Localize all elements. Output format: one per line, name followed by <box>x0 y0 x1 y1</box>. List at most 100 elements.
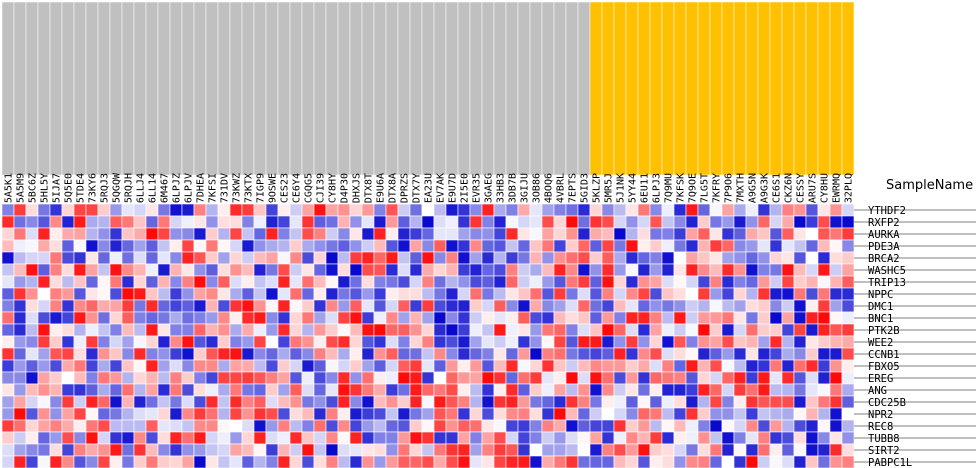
heatmap-cell <box>109 203 123 217</box>
heatmap-cell <box>109 275 123 289</box>
row-label: ANG <box>868 385 887 397</box>
heatmap-cell <box>769 239 783 253</box>
heatmap-cell <box>829 239 843 253</box>
heatmap-cell <box>253 215 267 229</box>
heatmap-cell <box>757 323 771 337</box>
heatmap-cell <box>265 299 279 313</box>
heatmap-cell <box>553 239 567 253</box>
heatmap-cell <box>229 227 243 241</box>
heatmap-cell <box>421 347 435 361</box>
heatmap-cell <box>169 347 183 361</box>
heatmap-cell <box>337 287 351 301</box>
heatmap-cell <box>469 407 483 421</box>
heatmap-cell <box>289 299 303 313</box>
heatmap-cell <box>697 419 711 433</box>
heatmap-cell <box>373 263 387 277</box>
heatmap-cell <box>841 239 855 253</box>
heatmap-cell <box>1 323 15 337</box>
heatmap-cell <box>1 299 15 313</box>
heatmap-cell <box>169 335 183 349</box>
heatmap-cell <box>613 299 627 313</box>
heatmap-cell <box>157 275 171 289</box>
heatmap-cell <box>229 263 243 277</box>
heatmap-cell <box>757 383 771 397</box>
heatmap-cell <box>289 311 303 325</box>
heatmap-cell <box>169 455 183 468</box>
heatmap-cell <box>349 335 363 349</box>
heatmap-cell <box>229 335 243 349</box>
heatmap-cell <box>721 239 735 253</box>
heatmap-cell <box>73 251 87 265</box>
heatmap-cell <box>361 371 375 385</box>
column-header-control <box>25 1 39 176</box>
heatmap-cell <box>565 347 579 361</box>
heatmap-cell <box>805 203 819 217</box>
heatmap-cell <box>829 419 843 433</box>
heatmap-cell <box>301 443 315 457</box>
heatmap-cell <box>481 407 495 421</box>
heatmap-cell <box>469 287 483 301</box>
heatmap-cell <box>37 407 51 421</box>
heatmap-cell <box>13 455 27 468</box>
heatmap-cell <box>25 299 39 313</box>
heatmap-cell <box>385 311 399 325</box>
heatmap-cell <box>61 431 75 445</box>
heatmap-cell <box>49 443 63 457</box>
heatmap-cell <box>205 227 219 241</box>
heatmap-cell <box>541 407 555 421</box>
heatmap-cell <box>121 383 135 397</box>
heatmap-cell <box>625 275 639 289</box>
heatmap-cell <box>241 275 255 289</box>
heatmap-cell <box>637 431 651 445</box>
heatmap-cell <box>133 359 147 373</box>
heatmap-cell <box>85 419 99 433</box>
heatmap-cell <box>433 395 447 409</box>
heatmap-cell <box>817 335 831 349</box>
heatmap-cell <box>445 323 459 337</box>
heatmap-cell <box>373 395 387 409</box>
heatmap-cell <box>685 419 699 433</box>
heatmap-cell <box>625 455 639 468</box>
heatmap-cell <box>589 275 603 289</box>
heatmap-cell <box>61 311 75 325</box>
heatmap-cell <box>829 275 843 289</box>
heatmap-cell <box>133 407 147 421</box>
heatmap-cell <box>613 323 627 337</box>
heatmap-cell <box>781 251 795 265</box>
heatmap-cell <box>805 239 819 253</box>
heatmap-cell <box>457 215 471 229</box>
heatmap-cell <box>781 371 795 385</box>
heatmap-cell <box>61 455 75 468</box>
heatmap-cell <box>397 215 411 229</box>
heatmap-cell <box>325 215 339 229</box>
heatmap-cell <box>289 371 303 385</box>
heatmap-cell <box>481 419 495 433</box>
heatmap-cell <box>529 239 543 253</box>
heatmap-cell <box>697 335 711 349</box>
heatmap-cell <box>829 347 843 361</box>
heatmap-cell <box>421 275 435 289</box>
heatmap-cell <box>181 215 195 229</box>
heatmap-cell <box>1 407 15 421</box>
heatmap-cell <box>181 443 195 457</box>
heatmap-cell <box>517 323 531 337</box>
heatmap-cell <box>817 311 831 325</box>
heatmap-cell <box>745 323 759 337</box>
column-header-control <box>97 1 111 176</box>
heatmap-cell <box>13 431 27 445</box>
heatmap-cell <box>541 383 555 397</box>
heatmap-cell <box>217 371 231 385</box>
heatmap-cell <box>673 311 687 325</box>
heatmap-cell <box>241 419 255 433</box>
heatmap-cell <box>361 227 375 241</box>
heatmap-cell <box>781 359 795 373</box>
heatmap-cell <box>133 251 147 265</box>
heatmap-cell <box>169 359 183 373</box>
heatmap-cell <box>457 419 471 433</box>
heatmap-cell <box>169 323 183 337</box>
heatmap-cell <box>1 455 15 468</box>
row-label: PTK2B <box>868 325 900 337</box>
heatmap-cell <box>697 203 711 217</box>
heatmap-cell <box>253 371 267 385</box>
heatmap-cell <box>529 359 543 373</box>
